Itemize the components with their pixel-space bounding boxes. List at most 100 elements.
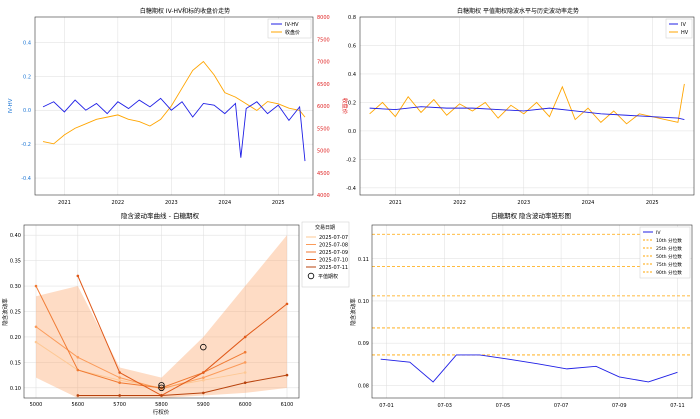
legend-date: 2025-07-10 — [319, 258, 348, 264]
chart3-ytick: 0.30 — [10, 284, 21, 290]
legend-cone: 50th 分位数 — [656, 253, 682, 260]
chart4-frame — [371, 224, 693, 399]
chart2-xtick: 2024 — [582, 200, 595, 206]
chart1-y2tick: 4000 — [317, 193, 330, 199]
vol-curve-2025-07-09 — [35, 285, 246, 389]
chart2-ytick: 0.8 — [348, 15, 356, 21]
vol-point — [118, 376, 121, 379]
chart1-ytick: 0.0 — [23, 108, 31, 114]
chart1-xtick: 2024 — [218, 200, 231, 206]
vol-point — [76, 368, 80, 372]
atm-marker — [158, 384, 165, 392]
chart-vol-smile: 隐含波动率曲线 - 白糖期权 0.400.350.300.250.200.150… — [1, 211, 350, 416]
vol-point — [76, 355, 80, 359]
atm-marker — [200, 343, 207, 351]
chart4-y-ticks: 0.11 0.10 0.09 0.08 — [358, 257, 369, 390]
chart1-y2-ticks: 8000 7500 7000 6500 6000 5500 5000 4500 4000 — [317, 15, 330, 199]
chart4-ytick: 0.10 — [358, 299, 369, 305]
chart1-y-ticks: 0.4 0.2 0.0 -0.2 -0.4 — [21, 40, 31, 182]
chart1-ytick: -0.2 — [21, 142, 31, 148]
chart1-xtick: 2025 — [272, 200, 285, 206]
chart3-ytick: 0.15 — [10, 360, 21, 366]
chart-vol-cone: 白糖期权 隐含波动率锥形图 0.110.100.090.08 07-01 07-0… — [349, 211, 693, 409]
chart3-ytick: 0.35 — [10, 259, 21, 265]
chart2-frame — [359, 16, 695, 196]
chart3-ylabel: 隐含波动率 — [1, 298, 9, 326]
chart2-legend: IV HV — [665, 18, 693, 39]
legend-date: 2025-07-07 — [319, 235, 348, 241]
chart4-ylabel: 隐含波动率 — [349, 298, 357, 326]
chart3-xtick: 5000 — [30, 402, 43, 408]
chart1-legend: IV-HV 收盘价 — [267, 18, 312, 39]
chart3-ytick: 0.25 — [10, 310, 21, 316]
vol-point — [118, 381, 121, 385]
chart4-ytick: 0.09 — [358, 341, 369, 347]
chart3-xtick: 6100 — [281, 402, 294, 408]
cone-iv-line — [380, 354, 678, 383]
chart1-y2tick: 8000 — [317, 15, 330, 21]
hv-line — [369, 83, 685, 125]
chart2-ytick: 0.6 — [348, 43, 356, 49]
legend-close: 收盘价 — [285, 29, 300, 36]
legend-date: 2025-07-09 — [319, 250, 348, 256]
chart3-band — [36, 235, 287, 398]
chart3-xtick: 5600 — [71, 402, 84, 408]
legend-cone: 75th 分位数 — [656, 261, 682, 268]
chart2-title: 白糖期权 平值期权隐波水平与历史波动率走势 — [457, 7, 579, 15]
chart1-y2label: 收盘价 — [341, 98, 349, 115]
vol-point — [202, 371, 205, 374]
vol-point — [34, 340, 38, 344]
chart1-y2tick: 5000 — [317, 149, 330, 155]
vol-curve-2025-07-11 — [77, 374, 288, 396]
vol-point — [202, 391, 205, 395]
chart4-xtick: 07-03 — [437, 403, 452, 409]
legend-iv: IV — [681, 22, 686, 28]
chart3-series — [34, 274, 289, 397]
vol-point — [76, 394, 80, 397]
legend-cone: 10th 分位数 — [656, 237, 682, 244]
legend-title: 交易日期 — [315, 224, 335, 231]
iv-line — [369, 106, 685, 120]
chart1-y2tick: 6000 — [317, 104, 330, 110]
chart3-frame — [23, 224, 300, 399]
vol-band — [36, 235, 287, 398]
chart1-frame — [34, 16, 314, 196]
vol-curve-2025-07-10 — [77, 275, 288, 397]
chart2-grid — [360, 16, 694, 195]
chart2-ytick: 0.2 — [348, 100, 356, 106]
legend-cone: 25th 分位数 — [656, 245, 682, 252]
chart4-xtick: 07-07 — [554, 403, 569, 409]
chart2-xtick: 2023 — [517, 200, 530, 206]
legend-atm-marker — [307, 272, 315, 280]
chart1-ytick: -0.4 — [21, 176, 31, 182]
chart1-title: 白糖期权 IV-HV和标的收盘价走势 — [140, 7, 230, 15]
chart4-xtick: 07-01 — [379, 403, 394, 409]
vol-curve-2025-07-08 — [35, 326, 246, 390]
vol-point — [243, 381, 247, 385]
vol-point — [243, 335, 247, 339]
chart1-grid — [35, 17, 313, 195]
vol-point — [202, 376, 205, 379]
chart2-xtick: 2022 — [453, 200, 466, 206]
chart3-atm-points — [158, 343, 207, 392]
chart4-ytick: 0.11 — [358, 257, 369, 263]
legend-atm: 平值期权 — [318, 273, 338, 280]
chart1-ytick: 0.2 — [23, 74, 31, 80]
chart2-x-ticks: 2021 2022 2023 2024 2025 — [389, 200, 659, 206]
chart3-y-ticks: 0.40 0.35 0.30 0.25 0.20 0.15 0.10 — [10, 233, 21, 392]
chart4-xtick: 07-05 — [496, 403, 511, 409]
chart4-xtick: 07-09 — [612, 403, 627, 409]
vol-point — [285, 302, 289, 306]
chart1-y2tick: 7000 — [317, 60, 330, 66]
chart3-ytick: 0.10 — [10, 386, 21, 392]
vol-point — [118, 394, 121, 397]
chart2-ytick: -0.2 — [346, 157, 356, 163]
legend-cone: IV — [656, 230, 661, 236]
chart4-x-ticks: 07-01 07-03 07-05 07-07 07-09 07-11 — [379, 403, 684, 409]
chart3-xtick: 5700 — [113, 402, 126, 408]
chart2-ytick: -0.4 — [346, 186, 356, 192]
vol-point — [243, 371, 247, 374]
chart3-xtick: 5800 — [155, 402, 168, 408]
chart3-title: 隐含波动率曲线 - 白糖期权 — [121, 211, 199, 220]
